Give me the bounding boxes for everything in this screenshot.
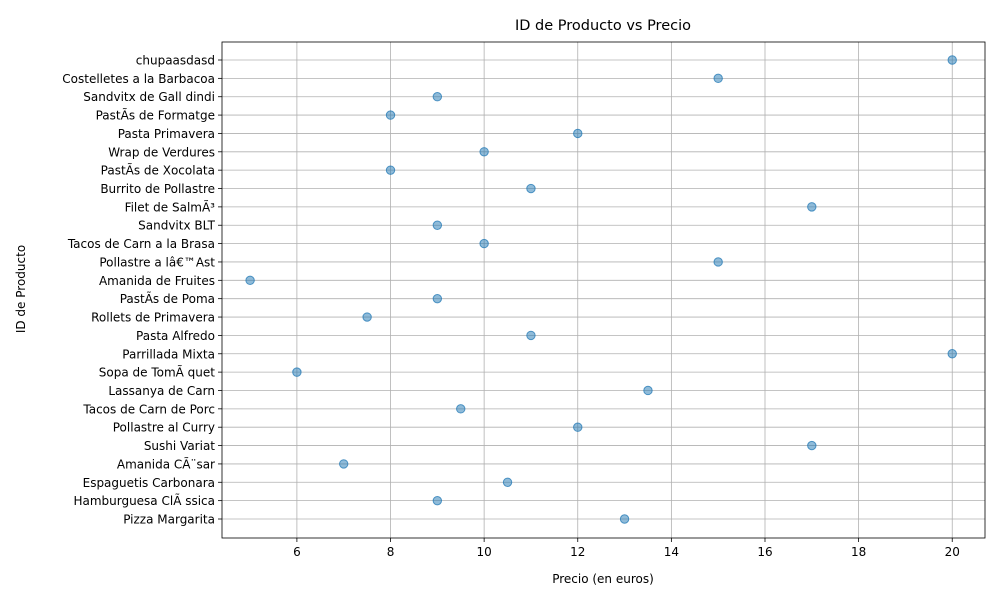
data-point	[573, 128, 583, 139]
x-tick-label: 8	[387, 545, 395, 559]
chart-title: ID de Producto vs Precio	[515, 18, 691, 34]
y-tick-label: PastÃ­s de Poma	[120, 291, 215, 306]
data-point	[502, 477, 513, 487]
y-tick-label: Parrillada Mixta	[122, 347, 215, 361]
data-point	[947, 349, 957, 359]
data-point	[432, 495, 443, 506]
x-tick-label: 20	[945, 545, 960, 559]
y-tick-label: chupaasdasd	[136, 54, 215, 68]
y-tick-label: Pizza Margarita	[123, 513, 215, 527]
data-point	[807, 440, 817, 451]
x-tick-label: 16	[757, 545, 772, 559]
data-point	[292, 367, 302, 377]
data-point	[947, 55, 957, 65]
data-point	[807, 202, 817, 212]
data-point	[479, 147, 489, 157]
axes	[218, 41, 986, 542]
plot-frame	[221, 41, 986, 539]
data-point	[479, 238, 489, 249]
y-tick-label: Sushi Variat	[144, 439, 215, 453]
y-tick-label: Rollets de Primavera	[91, 311, 215, 325]
data-point	[432, 220, 443, 230]
data-point	[643, 385, 653, 396]
y-tick-label: Tacos de Carn de Porc	[82, 402, 215, 416]
x-tick-label: 6	[293, 545, 301, 559]
y-tick-label: Lassanya de Carn	[108, 384, 215, 398]
grid-lines	[222, 42, 985, 538]
tick-labels: 6 8 10 12 14 16 18 20 Pizza Margarita Hamburguesa…	[62, 54, 960, 560]
x-tick-label: 14	[664, 545, 679, 559]
x-axis-label: Precio (en euros)	[552, 572, 654, 586]
y-tick-label: Espaguetis Carbonara	[83, 476, 215, 490]
y-tick-label: Sopa de TomÃ quet	[99, 365, 216, 380]
y-tick-label: Filet de SalmÃ³	[125, 199, 216, 214]
y-tick-label: Amanida CÃ¨sar	[117, 456, 215, 471]
data-point	[573, 422, 583, 432]
data-point	[245, 275, 255, 286]
y-axis-label: ID de Producto	[14, 245, 28, 333]
data-point	[432, 293, 443, 304]
y-tick-label: Amanida de Fruites	[99, 274, 215, 288]
data-point	[456, 404, 466, 414]
data-point	[713, 257, 723, 267]
y-tick-label: Burrito de Pollastre	[100, 182, 215, 196]
x-tick-label: 18	[851, 545, 866, 559]
data-point	[385, 110, 396, 120]
y-tick-label: PastÃ­s de Formatge	[96, 108, 215, 123]
y-tick-label: PastÃ­s de Xocolata	[101, 163, 215, 178]
data-point	[339, 459, 349, 469]
data-points	[245, 55, 957, 524]
data-point	[362, 312, 372, 322]
y-tick-label: Tacos de Carn a la Brasa	[67, 237, 215, 251]
y-tick-label: Wrap de Verdures	[108, 145, 215, 159]
data-point	[713, 73, 723, 84]
y-tick-label: Pasta Primavera	[118, 127, 215, 141]
y-tick-label: Sandvitx de Gall dindi	[83, 90, 215, 104]
data-point	[432, 92, 443, 102]
x-tick-label: 12	[570, 545, 585, 559]
data-point	[526, 183, 536, 194]
y-tick-label: Pasta Alfredo	[136, 329, 215, 343]
x-tick-label: 10	[476, 545, 491, 559]
data-point	[385, 165, 396, 175]
y-tick-label: Sandvitx BLT	[138, 219, 216, 233]
data-point	[526, 330, 536, 341]
y-tick-label: Pollastre al Curry	[113, 421, 215, 435]
y-tick-label: Pollastre a lâ€™Ast	[99, 255, 215, 269]
y-tick-label: Costelletes a la Barbacoa	[62, 72, 215, 86]
y-tick-label: Hamburguesa ClÃ ssica	[73, 493, 215, 508]
data-point	[619, 514, 630, 524]
